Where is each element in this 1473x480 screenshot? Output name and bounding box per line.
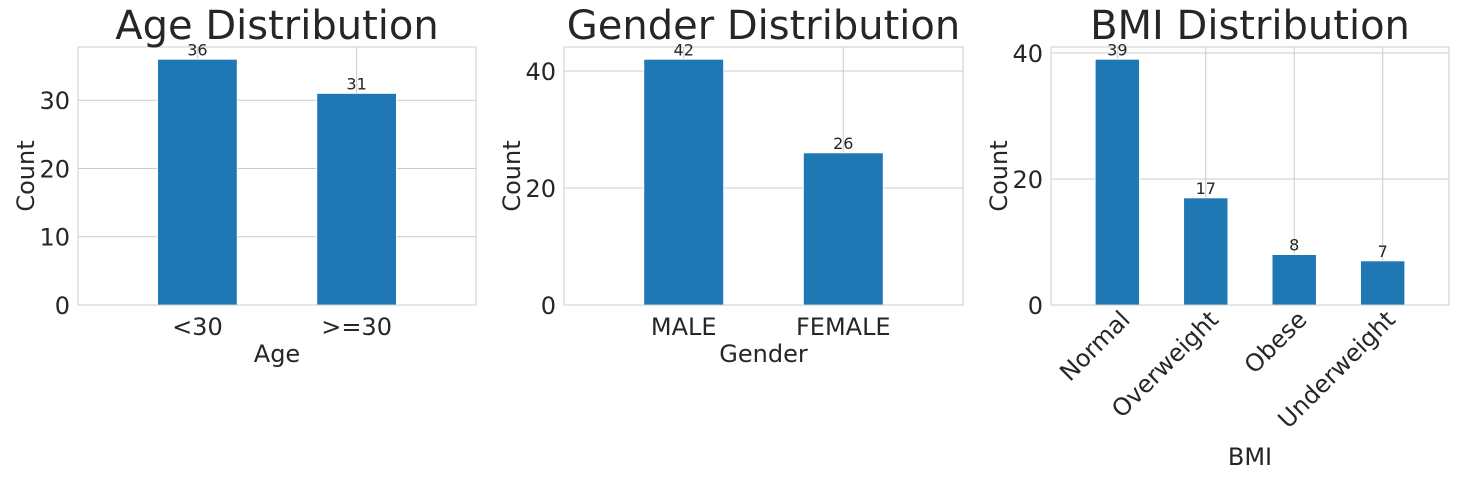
y-tick-label: 20 [525,175,556,203]
bar [643,58,724,306]
x-axis-label: Age [254,340,300,368]
data-label: 42 [674,40,694,59]
x-tick-label: MALE [651,313,717,341]
bar [1271,254,1317,306]
y-tick-label: 20 [39,155,70,183]
y-tick-label: 20 [1012,166,1043,194]
data-label: 36 [187,40,207,59]
y-axis-label: Count [12,140,40,211]
data-label: 39 [1107,40,1127,59]
y-tick-label: 0 [541,292,556,320]
data-label: 17 [1196,179,1216,198]
plot-frame [563,46,964,306]
y-tick-label: 10 [39,224,70,252]
y-axis-label: Count [985,140,1013,211]
bar [803,152,884,306]
y-tick-label: 40 [1012,40,1043,68]
y-tick-label: 40 [525,58,556,86]
x-tick-label: FEMALE [796,313,891,341]
bar [1094,58,1140,306]
data-label: 26 [833,134,853,153]
y-tick-label: 0 [55,292,70,320]
x-tick-label: Normal [1054,305,1135,386]
chart-title: Gender Distribution [567,3,960,49]
x-tick-label: Obese [1239,305,1313,379]
plot-frame [77,46,477,306]
x-axis-label: BMI [1228,443,1272,471]
data-label: 7 [1378,242,1388,261]
x-tick-label: <30 [172,313,223,341]
x-tick-label: >=30 [321,313,392,341]
chart-title: BMI Distribution [1090,3,1410,49]
x-axis-label: Gender [719,340,808,368]
y-tick-label: 30 [39,87,70,115]
bar [316,93,397,306]
y-axis-label: Count [498,140,526,211]
data-label: 8 [1289,236,1299,255]
y-tick-label: 0 [1028,292,1043,320]
bar [1360,260,1406,306]
data-label: 31 [346,74,366,93]
bar [1183,197,1229,306]
chart-title: Age Distribution [115,3,438,49]
plot-frame [1050,46,1450,306]
